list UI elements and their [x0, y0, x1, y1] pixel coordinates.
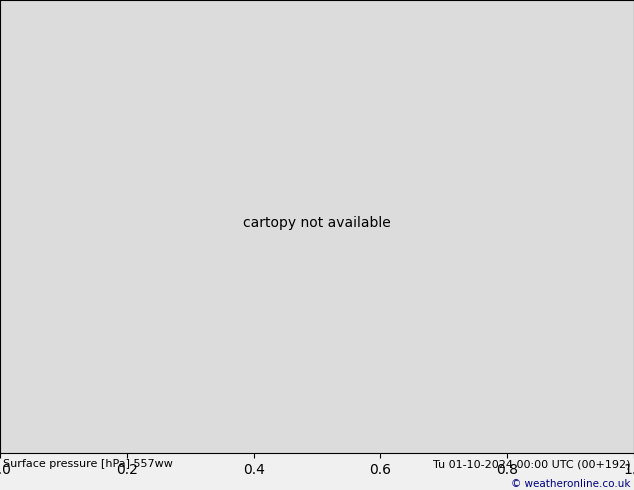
Text: © weatheronline.co.uk: © weatheronline.co.uk: [512, 480, 631, 490]
Text: Tu 01-10-2024 00:00 UTC (00+192): Tu 01-10-2024 00:00 UTC (00+192): [433, 459, 631, 469]
Text: Surface pressure [hPa] 557ww: Surface pressure [hPa] 557ww: [3, 459, 173, 469]
Text: cartopy not available: cartopy not available: [243, 216, 391, 230]
